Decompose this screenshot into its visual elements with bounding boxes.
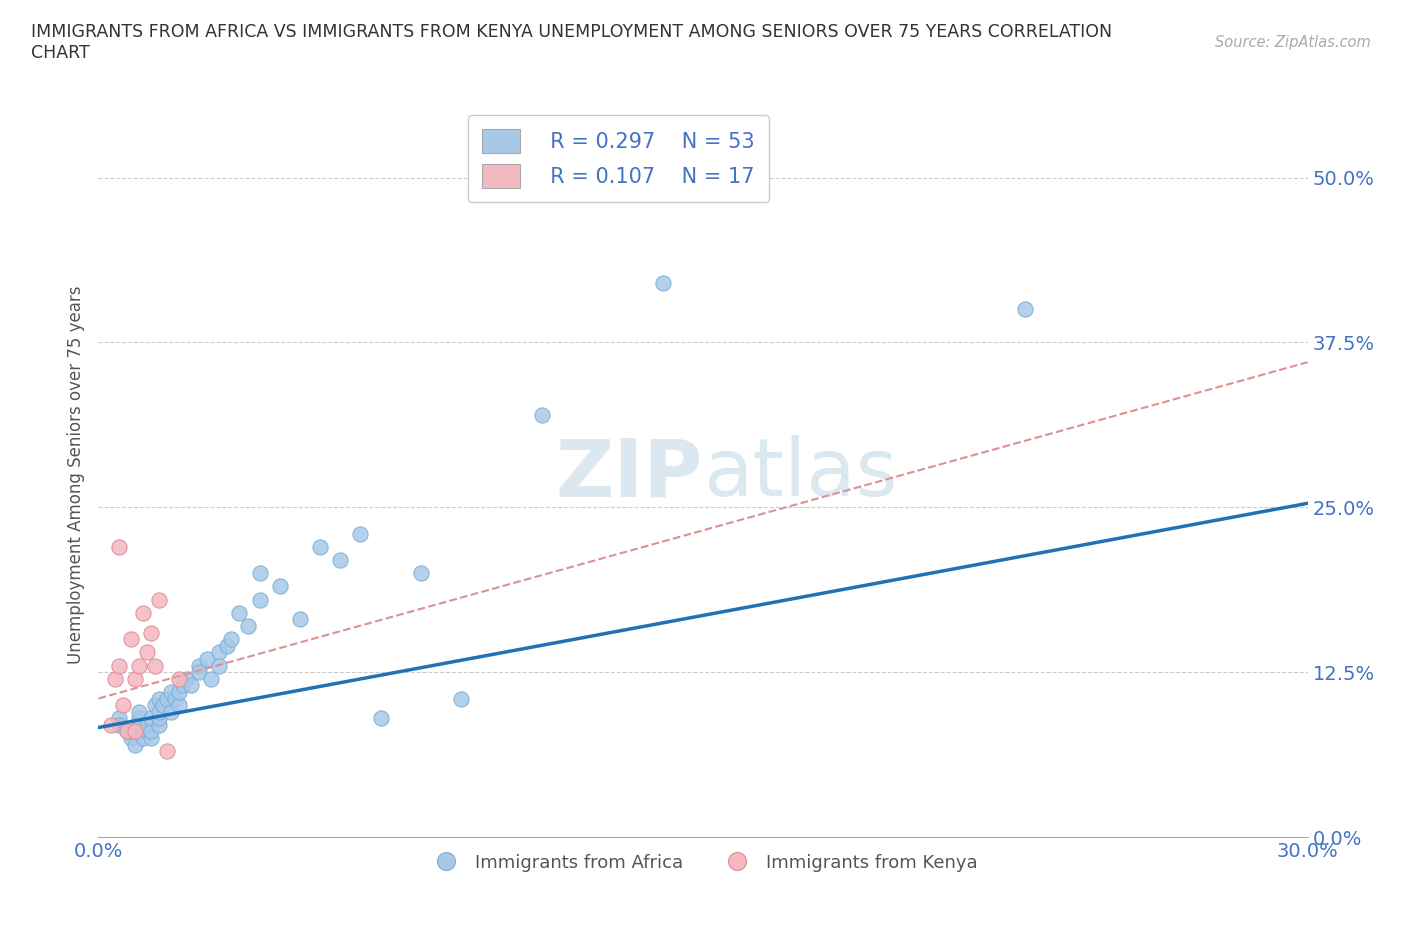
Point [148, 704, 170, 719]
Point [143, 658, 166, 673]
Point [530, 407, 553, 422]
Point [139, 625, 162, 640]
Point [167, 671, 190, 686]
Point [180, 678, 202, 693]
Point [450, 691, 472, 706]
Point [128, 658, 150, 673]
Point [249, 565, 271, 580]
Point [139, 731, 162, 746]
Point [120, 731, 142, 746]
Point [132, 605, 155, 620]
Point [160, 684, 183, 699]
Point [269, 579, 291, 594]
Point [124, 724, 146, 739]
Point [309, 539, 332, 554]
Point [107, 658, 129, 673]
Point [148, 691, 170, 706]
Point [100, 717, 122, 732]
Text: atlas: atlas [703, 435, 897, 513]
Point [208, 658, 231, 673]
Point [288, 612, 311, 627]
Point [107, 711, 129, 725]
Point [156, 691, 179, 706]
Point [139, 724, 162, 739]
Point [143, 698, 166, 712]
Point [128, 704, 150, 719]
Point [107, 717, 129, 732]
Point [172, 678, 194, 693]
Point [115, 724, 138, 739]
Point [135, 724, 157, 739]
Point [107, 539, 129, 554]
Point [152, 698, 174, 712]
Point [128, 711, 150, 725]
Y-axis label: Unemployment Among Seniors over 75 years: Unemployment Among Seniors over 75 years [66, 286, 84, 663]
Point [651, 275, 673, 290]
Point [228, 605, 250, 620]
Point [135, 644, 157, 659]
Point [167, 698, 190, 712]
Point [167, 684, 190, 699]
Legend: Immigrants from Africa, Immigrants from Kenya: Immigrants from Africa, Immigrants from … [420, 846, 986, 879]
Point [160, 704, 183, 719]
Point [370, 711, 392, 725]
Point [221, 631, 243, 646]
Point [111, 698, 134, 712]
Point [176, 671, 198, 686]
Point [135, 717, 157, 732]
Point [120, 631, 142, 646]
Point [139, 711, 162, 725]
Point [124, 737, 146, 752]
Point [1014, 302, 1036, 317]
Point [132, 731, 155, 746]
Point [115, 724, 138, 739]
Point [195, 652, 218, 667]
Point [103, 671, 125, 686]
Point [148, 717, 170, 732]
Point [208, 644, 231, 659]
Point [163, 691, 186, 706]
Point [188, 665, 211, 680]
Point [236, 618, 259, 633]
Point [148, 592, 170, 607]
Point [249, 592, 271, 607]
Point [217, 638, 239, 653]
Text: IMMIGRANTS FROM AFRICA VS IMMIGRANTS FROM KENYA UNEMPLOYMENT AMONG SENIORS OVER : IMMIGRANTS FROM AFRICA VS IMMIGRANTS FRO… [31, 23, 1112, 62]
Point [409, 565, 432, 580]
Text: ZIP: ZIP [555, 435, 703, 513]
Point [128, 724, 150, 739]
Point [200, 671, 222, 686]
Point [156, 744, 179, 759]
Point [128, 717, 150, 732]
Point [148, 711, 170, 725]
Point [124, 671, 146, 686]
Text: Source: ZipAtlas.com: Source: ZipAtlas.com [1215, 35, 1371, 50]
Point [349, 526, 371, 541]
Point [329, 552, 352, 567]
Point [188, 658, 211, 673]
